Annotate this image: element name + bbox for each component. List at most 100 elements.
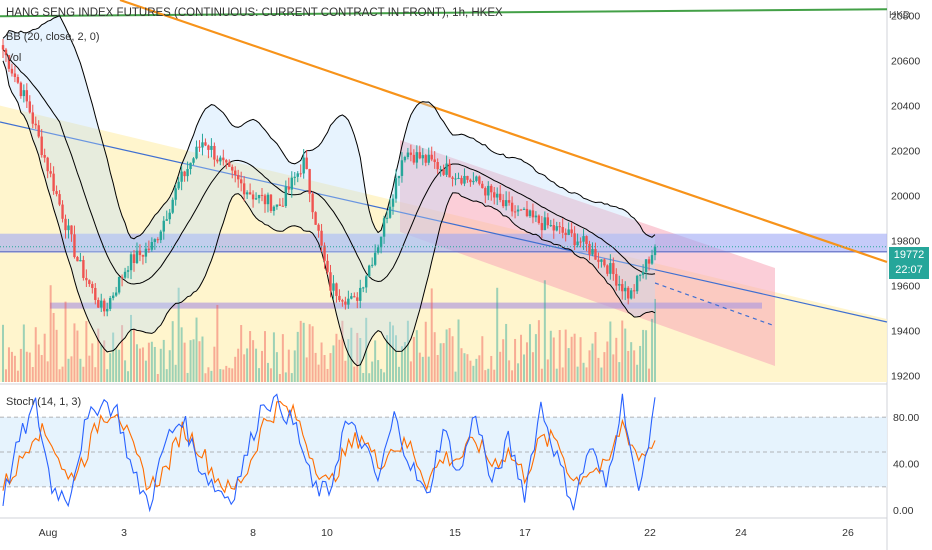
volume-bar	[350, 327, 353, 382]
time-axis-tick: 15	[449, 527, 461, 539]
candle-body	[475, 176, 478, 181]
last-price-badge: 19772 22:07	[889, 247, 929, 279]
volume-bar	[517, 363, 520, 382]
volume-bar	[150, 341, 153, 382]
bar-countdown: 22:07	[895, 264, 923, 276]
volume-bar	[281, 334, 284, 382]
volume-bar	[642, 329, 645, 382]
volume-bar	[7, 347, 10, 382]
volume-bar	[648, 368, 651, 382]
volume-bar	[311, 326, 314, 382]
volume-bar	[115, 349, 118, 382]
volume-bar	[323, 355, 326, 382]
volume-bar	[525, 342, 528, 382]
candle-body	[25, 90, 29, 102]
candle-body	[638, 274, 642, 276]
volume-bar	[171, 321, 174, 382]
volume-bar	[585, 367, 588, 382]
volume-bar	[192, 339, 195, 382]
candle-body	[552, 225, 555, 231]
candle-body	[537, 215, 541, 224]
candle-body	[248, 192, 252, 195]
volume-bar	[523, 354, 526, 382]
time-axis-tick: 17	[519, 527, 531, 539]
candle-body	[4, 49, 8, 56]
candle-body	[522, 208, 526, 210]
candle-body	[543, 217, 547, 231]
candle-body	[293, 176, 296, 178]
volume-bar	[141, 347, 144, 382]
candle-body	[28, 101, 31, 113]
volume-bar	[460, 348, 463, 382]
candle-body	[219, 157, 222, 162]
volume-bar	[135, 344, 138, 382]
candle-body	[189, 162, 192, 170]
candle-body	[388, 206, 392, 218]
candle-body	[353, 296, 356, 298]
bb-lower	[2, 60, 656, 367]
volume-bar	[362, 373, 365, 382]
candle-body	[546, 217, 550, 226]
volume-bar	[377, 360, 380, 382]
candle-body	[216, 159, 219, 162]
candle-body	[561, 227, 564, 233]
bb-fill	[3, 15, 655, 366]
volume-bar	[353, 366, 356, 382]
volume-bar	[118, 349, 121, 382]
candle-body	[531, 210, 535, 218]
candle-body	[296, 173, 299, 177]
volume-bar	[597, 357, 600, 382]
volume-bar	[237, 348, 240, 382]
candle-body	[55, 191, 58, 195]
volume-bar	[31, 367, 34, 382]
time-axis-tick: 10	[321, 527, 333, 539]
volume-bar	[320, 342, 323, 382]
volume-bar	[308, 324, 311, 382]
time-axis-tick: Aug	[39, 527, 58, 539]
candle-body	[632, 290, 636, 292]
volume-bar	[397, 366, 400, 382]
volume-bar	[457, 319, 460, 382]
volume-bar	[132, 329, 135, 382]
candle-body	[442, 169, 445, 175]
candle-body	[367, 265, 371, 277]
volume-bar	[258, 368, 261, 382]
bb-indicator-label[interactable]: BB (20, close, 2, 0)	[6, 31, 100, 43]
volume-bar	[207, 367, 210, 382]
volume-bar	[198, 341, 201, 382]
volume-bar	[210, 370, 213, 382]
volume-bar	[499, 351, 502, 382]
volume-bar	[263, 331, 266, 382]
candle-body	[641, 272, 645, 275]
candle-body	[621, 284, 624, 292]
volume-bar	[94, 367, 97, 382]
volume-bar	[356, 332, 359, 382]
volume-bar	[528, 324, 531, 382]
volume-bar	[284, 372, 287, 382]
candle-body	[239, 179, 243, 184]
volume-bar	[177, 287, 180, 382]
candle-body	[534, 215, 538, 218]
volume-bar	[472, 365, 475, 382]
volume-bar	[531, 352, 534, 382]
volume-bar	[609, 321, 612, 382]
candle-body	[201, 142, 204, 148]
candle-body	[466, 175, 469, 180]
candle-body	[106, 308, 109, 312]
volume-bar	[496, 287, 499, 382]
vol-indicator-label[interactable]: Vol	[6, 52, 22, 64]
volume-bar	[55, 329, 58, 382]
volume-bar	[124, 360, 127, 382]
candle-body	[245, 192, 249, 195]
candle-body	[272, 206, 276, 211]
candle-body	[186, 169, 189, 177]
volume-bar	[61, 366, 64, 382]
volume-bar	[412, 336, 415, 382]
candle-body	[430, 154, 433, 160]
candle-body	[222, 157, 225, 161]
volume-bar	[67, 358, 70, 382]
stoch-indicator-label[interactable]: Stoch (14, 1, 3)	[6, 396, 82, 408]
volume-bar	[415, 330, 418, 382]
